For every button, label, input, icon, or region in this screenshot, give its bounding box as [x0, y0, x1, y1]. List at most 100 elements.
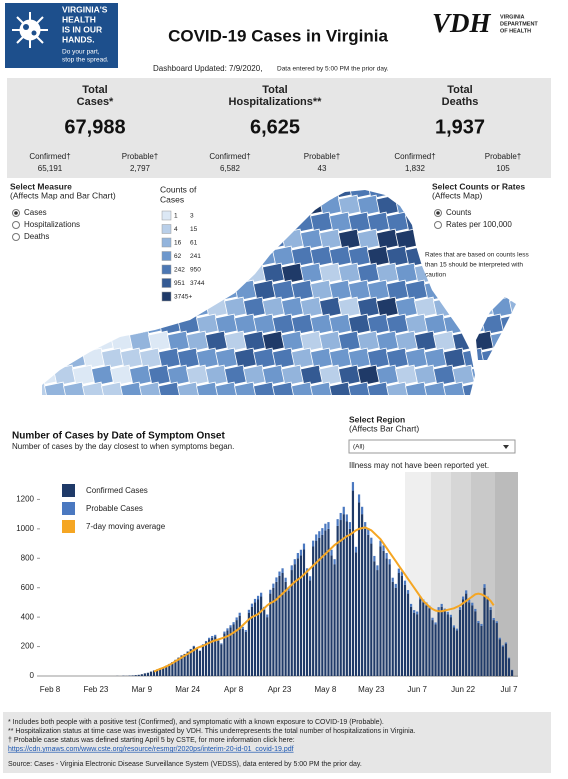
- county[interactable]: [158, 381, 182, 403]
- county[interactable]: [82, 279, 106, 302]
- county[interactable]: [509, 228, 532, 251]
- county[interactable]: [414, 228, 438, 251]
- county[interactable]: [376, 228, 400, 251]
- county[interactable]: [367, 245, 391, 268]
- county[interactable]: [234, 279, 258, 302]
- county[interactable]: [395, 296, 419, 319]
- county[interactable]: [471, 364, 495, 387]
- county[interactable]: [395, 194, 419, 217]
- county[interactable]: [72, 262, 96, 285]
- county[interactable]: [253, 313, 277, 336]
- county[interactable]: [215, 279, 239, 302]
- county[interactable]: [215, 178, 239, 200]
- county[interactable]: [424, 381, 448, 403]
- county[interactable]: [91, 262, 115, 285]
- county[interactable]: [462, 313, 486, 336]
- county[interactable]: [215, 245, 239, 268]
- county[interactable]: [520, 348, 542, 369]
- county[interactable]: [386, 347, 410, 370]
- county[interactable]: [224, 364, 248, 387]
- county[interactable]: [338, 228, 362, 251]
- county[interactable]: [215, 211, 239, 234]
- county[interactable]: [53, 262, 77, 285]
- county[interactable]: [462, 347, 486, 370]
- county[interactable]: [300, 228, 324, 251]
- county[interactable]: [443, 279, 467, 302]
- county[interactable]: [234, 211, 258, 234]
- county[interactable]: [186, 364, 210, 387]
- county[interactable]: [405, 347, 429, 370]
- county[interactable]: [376, 364, 400, 387]
- dropdown-box[interactable]: [348, 439, 516, 454]
- county[interactable]: [291, 279, 315, 302]
- county[interactable]: [196, 178, 220, 200]
- county[interactable]: [196, 381, 220, 403]
- county[interactable]: [310, 381, 334, 403]
- radio-button[interactable]: [12, 233, 20, 241]
- county[interactable]: [405, 178, 429, 200]
- county[interactable]: [82, 245, 106, 268]
- county[interactable]: [357, 296, 381, 319]
- county[interactable]: [300, 296, 324, 319]
- county[interactable]: [35, 296, 58, 319]
- county[interactable]: [35, 262, 58, 285]
- county[interactable]: [101, 381, 125, 403]
- county[interactable]: [490, 296, 514, 319]
- county[interactable]: [310, 211, 334, 234]
- county[interactable]: [44, 245, 68, 268]
- county[interactable]: [386, 245, 410, 268]
- radio-label[interactable]: Hospitalizations: [24, 220, 80, 229]
- county[interactable]: [101, 279, 125, 302]
- county[interactable]: [110, 364, 134, 387]
- county[interactable]: [471, 296, 495, 319]
- county[interactable]: [490, 330, 514, 353]
- county[interactable]: [300, 194, 324, 217]
- county[interactable]: [234, 313, 258, 336]
- county[interactable]: [443, 381, 467, 403]
- county[interactable]: [167, 364, 191, 387]
- county[interactable]: [177, 347, 201, 370]
- county[interactable]: [120, 347, 144, 370]
- county[interactable]: [348, 178, 372, 200]
- county[interactable]: [234, 178, 258, 200]
- county[interactable]: [101, 211, 125, 234]
- county[interactable]: [148, 364, 172, 387]
- county[interactable]: [167, 330, 191, 353]
- county[interactable]: [424, 347, 448, 370]
- radio-button[interactable]: [434, 221, 442, 229]
- county[interactable]: [205, 262, 229, 285]
- county[interactable]: [357, 364, 381, 387]
- county[interactable]: [35, 364, 58, 387]
- radio-label[interactable]: Rates per 100,000: [446, 220, 512, 229]
- county[interactable]: [139, 178, 163, 200]
- county[interactable]: [452, 330, 476, 353]
- county[interactable]: [272, 313, 296, 336]
- county[interactable]: [348, 279, 372, 302]
- county[interactable]: [262, 194, 286, 217]
- county[interactable]: [376, 262, 400, 285]
- county[interactable]: [272, 347, 296, 370]
- county[interactable]: [272, 245, 296, 268]
- county[interactable]: [44, 279, 68, 302]
- county[interactable]: [376, 194, 400, 217]
- county[interactable]: [529, 297, 551, 318]
- county[interactable]: [414, 296, 438, 319]
- county[interactable]: [205, 194, 229, 217]
- county[interactable]: [367, 347, 391, 370]
- county[interactable]: [243, 228, 267, 251]
- county[interactable]: [520, 382, 542, 403]
- county[interactable]: [243, 296, 267, 319]
- county[interactable]: [433, 330, 457, 353]
- county[interactable]: [44, 381, 68, 403]
- county[interactable]: [329, 178, 353, 200]
- county[interactable]: [348, 211, 372, 234]
- county[interactable]: [82, 211, 106, 234]
- county[interactable]: [395, 364, 419, 387]
- county[interactable]: [300, 262, 324, 285]
- county[interactable]: [291, 211, 315, 234]
- county[interactable]: [63, 381, 87, 403]
- county[interactable]: [139, 313, 163, 336]
- county[interactable]: [120, 245, 144, 268]
- county[interactable]: [243, 194, 267, 217]
- county[interactable]: [26, 313, 49, 336]
